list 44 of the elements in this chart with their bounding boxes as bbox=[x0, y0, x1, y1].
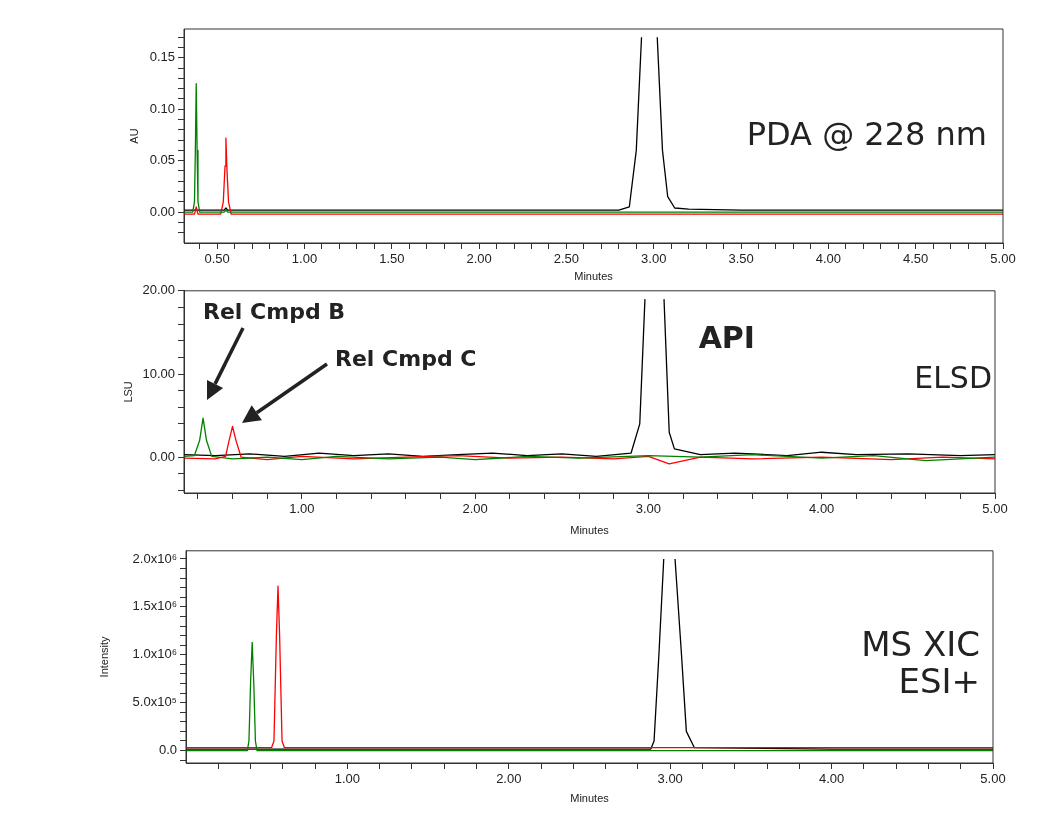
x-tick-label: 2.00 bbox=[466, 251, 492, 267]
x-axis-title: Minutes bbox=[570, 792, 610, 805]
x-tick-label: 4.00 bbox=[815, 251, 842, 267]
y-tick-label: 0.00 bbox=[149, 448, 175, 464]
x-tick-label: 4.50 bbox=[903, 251, 929, 267]
y-tick-label: 2.0x10⁶ bbox=[132, 550, 177, 566]
x-tick-label: 2.00 bbox=[462, 501, 488, 517]
y-tick-label: 1.5x10⁶ bbox=[132, 598, 177, 614]
y-tick-label: 1.0x10⁶ bbox=[132, 646, 177, 662]
x-tick-label: 3.00 bbox=[635, 501, 662, 517]
annotation: Rel Cmpd C bbox=[335, 345, 477, 371]
y-tick-label: 20.00 bbox=[142, 282, 175, 298]
x-tick-label: 1.00 bbox=[334, 771, 361, 787]
x-tick-label: 3.00 bbox=[657, 771, 683, 787]
y-tick-label: 10.00 bbox=[142, 365, 175, 381]
x-tick-label: 2.00 bbox=[496, 771, 522, 787]
y-axis-title: LSU bbox=[121, 381, 134, 403]
x-axis-title: Minutes bbox=[570, 524, 610, 537]
x-tick-label: 2.50 bbox=[553, 251, 580, 267]
y-axis-title: AU bbox=[127, 128, 140, 144]
x-tick-label: 3.00 bbox=[641, 251, 667, 267]
x-tick-label: 5.00 bbox=[990, 251, 1016, 267]
x-tick-label: 1.50 bbox=[379, 251, 405, 267]
y-tick-label: 0.10 bbox=[149, 100, 175, 116]
y-tick-label: 5.0x10⁵ bbox=[132, 694, 177, 710]
x-tick-label: 5.00 bbox=[982, 501, 1008, 517]
annotation: MS XIC ESI+ bbox=[861, 623, 980, 701]
x-tick-label: 4.00 bbox=[818, 771, 845, 787]
x-tick-label: 4.00 bbox=[809, 501, 835, 517]
x-tick-label: 1.00 bbox=[289, 501, 315, 517]
x-axis-title: Minutes bbox=[574, 270, 614, 283]
annotation: ELSD bbox=[914, 359, 992, 395]
x-tick-label: 5.00 bbox=[980, 771, 1006, 787]
y-tick-label: 0.00 bbox=[149, 203, 175, 219]
x-tick-label: 3.50 bbox=[728, 251, 754, 267]
y-tick-label: 0.15 bbox=[149, 49, 175, 65]
annotation: Rel Cmpd B bbox=[203, 298, 346, 324]
y-tick-label: 0.0 bbox=[158, 742, 177, 758]
y-tick-label: 0.05 bbox=[149, 152, 175, 168]
annotation: API bbox=[698, 319, 755, 355]
x-tick-label: 1.00 bbox=[291, 251, 318, 267]
annotation: PDA @ 228 nm bbox=[746, 115, 987, 154]
y-axis-title: Intensity bbox=[97, 635, 110, 678]
x-tick-label: 0.50 bbox=[204, 251, 230, 267]
